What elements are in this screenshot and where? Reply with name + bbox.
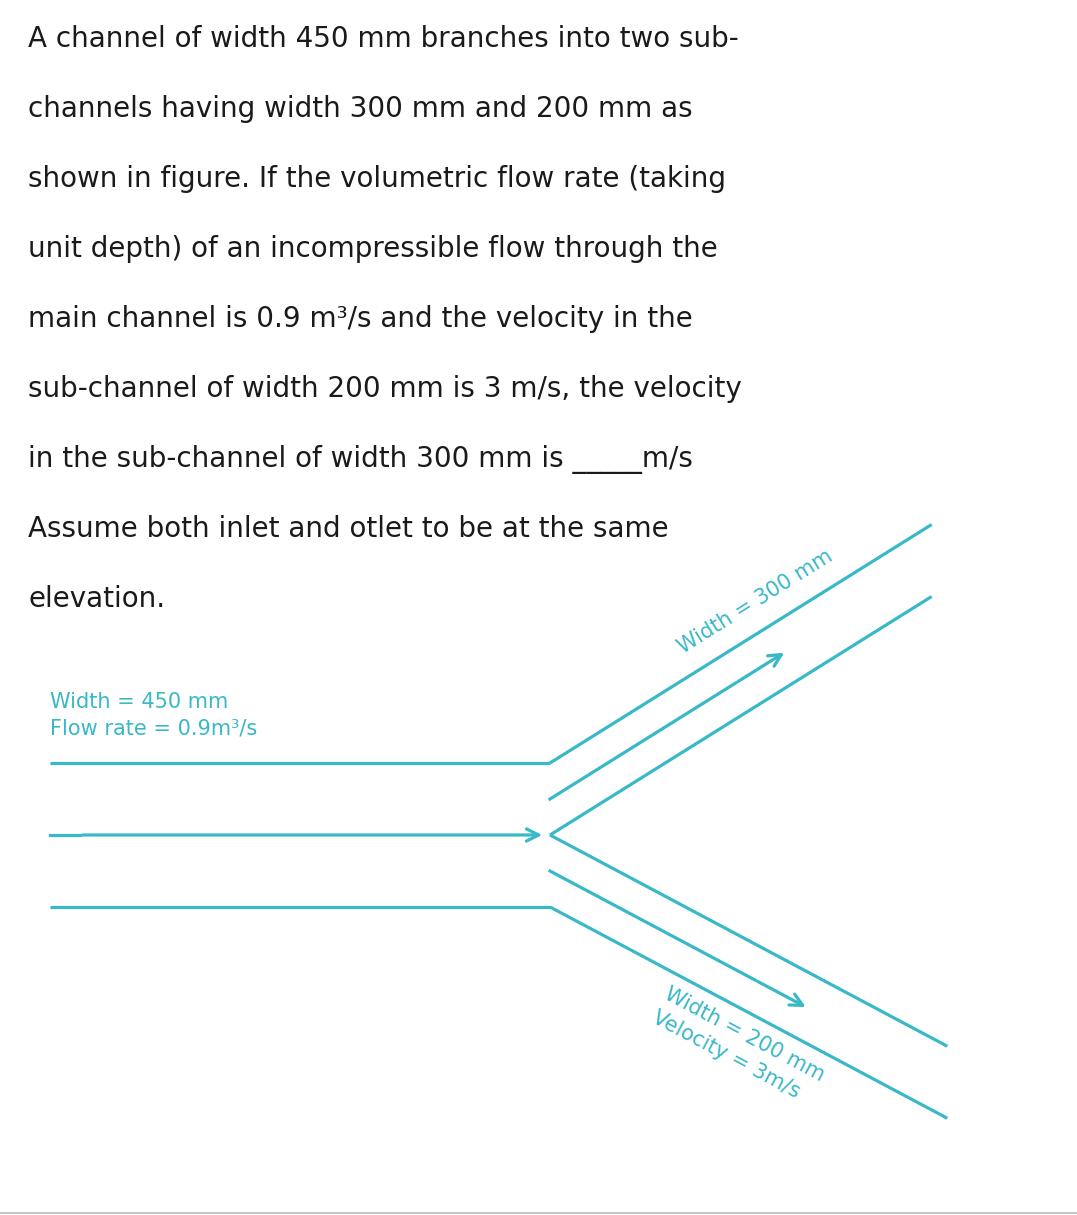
Text: unit depth) of an incompressible flow through the: unit depth) of an incompressible flow th…	[28, 234, 717, 262]
Text: Width = 300 mm: Width = 300 mm	[675, 546, 837, 657]
Text: elevation.: elevation.	[28, 584, 165, 614]
Text: sub-channel of width 200 mm is 3 m/s, the velocity: sub-channel of width 200 mm is 3 m/s, th…	[28, 375, 742, 403]
Text: main channel is 0.9 m³/s and the velocity in the: main channel is 0.9 m³/s and the velocit…	[28, 305, 693, 333]
Text: channels having width 300 mm and 200 mm as: channels having width 300 mm and 200 mm …	[28, 95, 693, 123]
Text: Width = 200 mm
Velocity = 3m/s: Width = 200 mm Velocity = 3m/s	[648, 984, 828, 1108]
Text: A channel of width 450 mm branches into two sub-: A channel of width 450 mm branches into …	[28, 26, 739, 53]
Text: shown in figure. If the volumetric flow rate (taking: shown in figure. If the volumetric flow …	[28, 165, 726, 193]
Text: Assume both inlet and otlet to be at the same: Assume both inlet and otlet to be at the…	[28, 515, 669, 543]
Text: in the sub-channel of width 300 mm is _____m/s: in the sub-channel of width 300 mm is __…	[28, 445, 693, 474]
Text: Width = 450 mm
Flow rate = 0.9m³/s: Width = 450 mm Flow rate = 0.9m³/s	[50, 691, 257, 738]
